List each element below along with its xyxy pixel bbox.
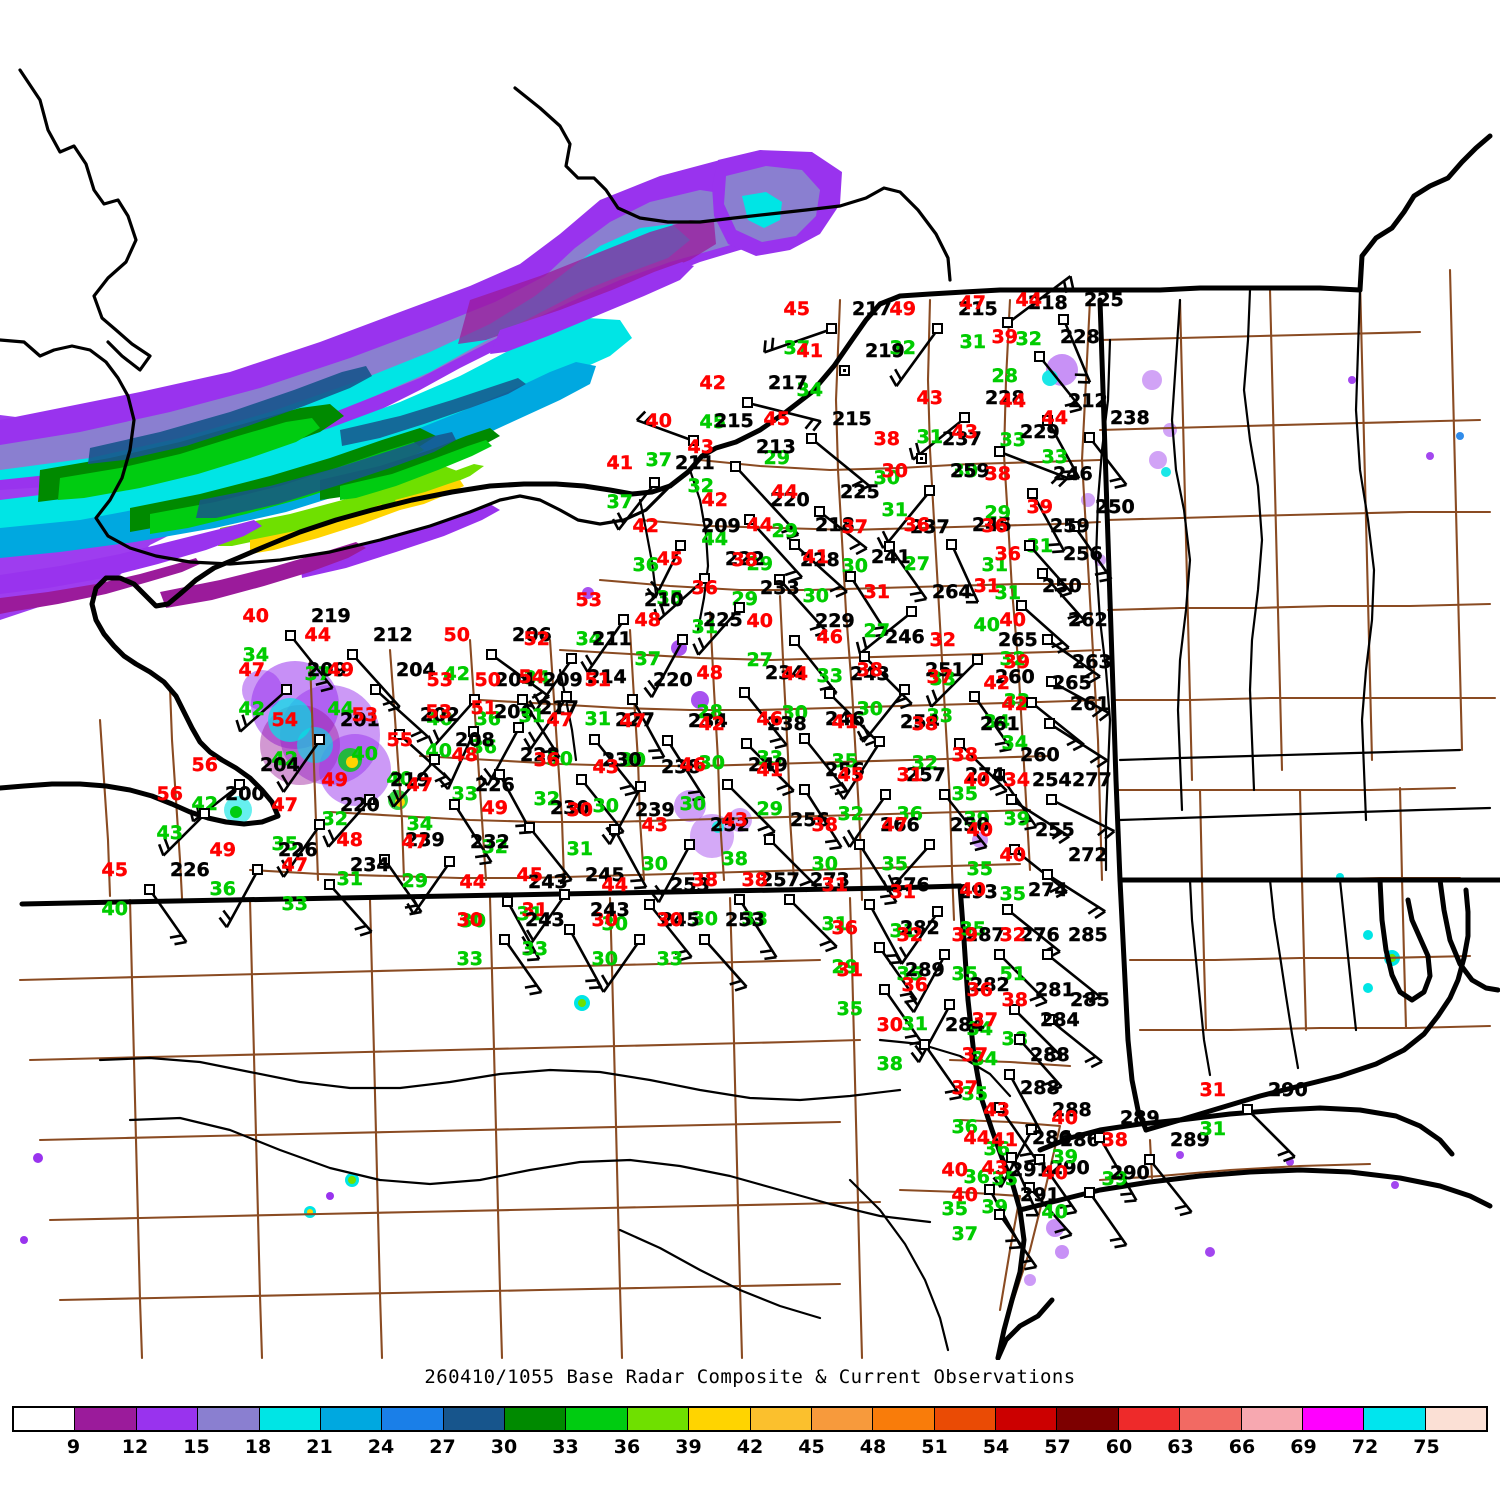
colorbar-swatch: [566, 1408, 628, 1430]
radar-reflectivity-layer: [0, 150, 1464, 1286]
chart-title-bar: 260410/1055 Base Radar Composite & Curre…: [0, 1366, 1500, 1388]
colorbar-tick: 75: [1413, 1436, 1440, 1458]
colorbar-tick: 45: [798, 1436, 825, 1458]
colorbar-swatch: [1118, 1408, 1181, 1430]
colorbar-swatch: [1180, 1408, 1242, 1430]
colorbar-tick: 51: [921, 1436, 948, 1458]
colorbar-tick: 24: [367, 1436, 395, 1458]
colorbar-tick: 21: [306, 1436, 333, 1458]
colorbar-swatch: [750, 1408, 812, 1430]
colorbar-tick: 42: [736, 1436, 764, 1458]
colorbar-swatch: [811, 1408, 874, 1430]
colorbar-swatch: [14, 1408, 76, 1430]
colorbar-tick: 12: [121, 1436, 149, 1458]
colorbar-tick: 60: [1105, 1436, 1133, 1458]
chart-title: 260410/1055 Base Radar Composite & Curre…: [424, 1366, 1076, 1388]
colorbar-swatch: [873, 1408, 935, 1430]
colorbar-tick: 39: [675, 1436, 702, 1458]
map-geography: [0, 68, 1500, 1360]
colorbar-tick: 63: [1167, 1436, 1194, 1458]
colorbar-tick: 66: [1228, 1436, 1256, 1458]
colorbar-tick-labels: 9 12 15 18 21 24 27 30 33 36 39 42 45 48 51 54 57 60 63 66 6…: [12, 1432, 1488, 1462]
radar-map-canvas[interactable]: 45 217 37 49 215 32 47 218 31 44 225 32 39 228 28 41 219…: [0, 0, 1500, 1360]
reflectivity-colorbar: 9 12 15 18 21 24 27 30 33 36 39 42 45 48 51 54 57 60 63 66 6…: [12, 1406, 1488, 1462]
colorbar-tick: 9: [66, 1436, 81, 1458]
colorbar-swatch: [320, 1408, 383, 1430]
colorbar-swatches[interactable]: [12, 1406, 1488, 1432]
colorbar-swatch: [1364, 1408, 1426, 1430]
colorbar-swatch: [382, 1408, 444, 1430]
colorbar-swatch: [259, 1408, 321, 1430]
colorbar-tick: 54: [982, 1436, 1010, 1458]
colorbar-swatch: [1241, 1408, 1303, 1430]
colorbar-tick: 69: [1290, 1436, 1317, 1458]
colorbar-swatch: [1302, 1408, 1365, 1430]
colorbar-swatch: [1057, 1408, 1119, 1430]
colorbar-tick: 48: [859, 1436, 887, 1458]
colorbar-tick: 36: [613, 1436, 641, 1458]
colorbar-swatch: [505, 1408, 567, 1430]
colorbar-tick: 18: [244, 1436, 272, 1458]
colorbar-tick: 15: [183, 1436, 210, 1458]
colorbar-swatch: [443, 1408, 505, 1430]
colorbar-swatch: [689, 1408, 751, 1430]
colorbar-swatch: [934, 1408, 996, 1430]
colorbar-swatch: [198, 1408, 260, 1430]
colorbar-swatch: [136, 1408, 199, 1430]
colorbar-swatch: [75, 1408, 137, 1430]
colorbar-tick: 30: [490, 1436, 518, 1458]
colorbar-tick: 33: [552, 1436, 579, 1458]
state-boundaries: [0, 68, 1500, 1360]
colorbar-swatch: [627, 1408, 690, 1430]
colorbar-swatch: [1425, 1408, 1486, 1430]
colorbar-swatch: [996, 1408, 1058, 1430]
colorbar-tick: 57: [1044, 1436, 1071, 1458]
colorbar-tick: 72: [1351, 1436, 1379, 1458]
colorbar-tick: 27: [429, 1436, 456, 1458]
